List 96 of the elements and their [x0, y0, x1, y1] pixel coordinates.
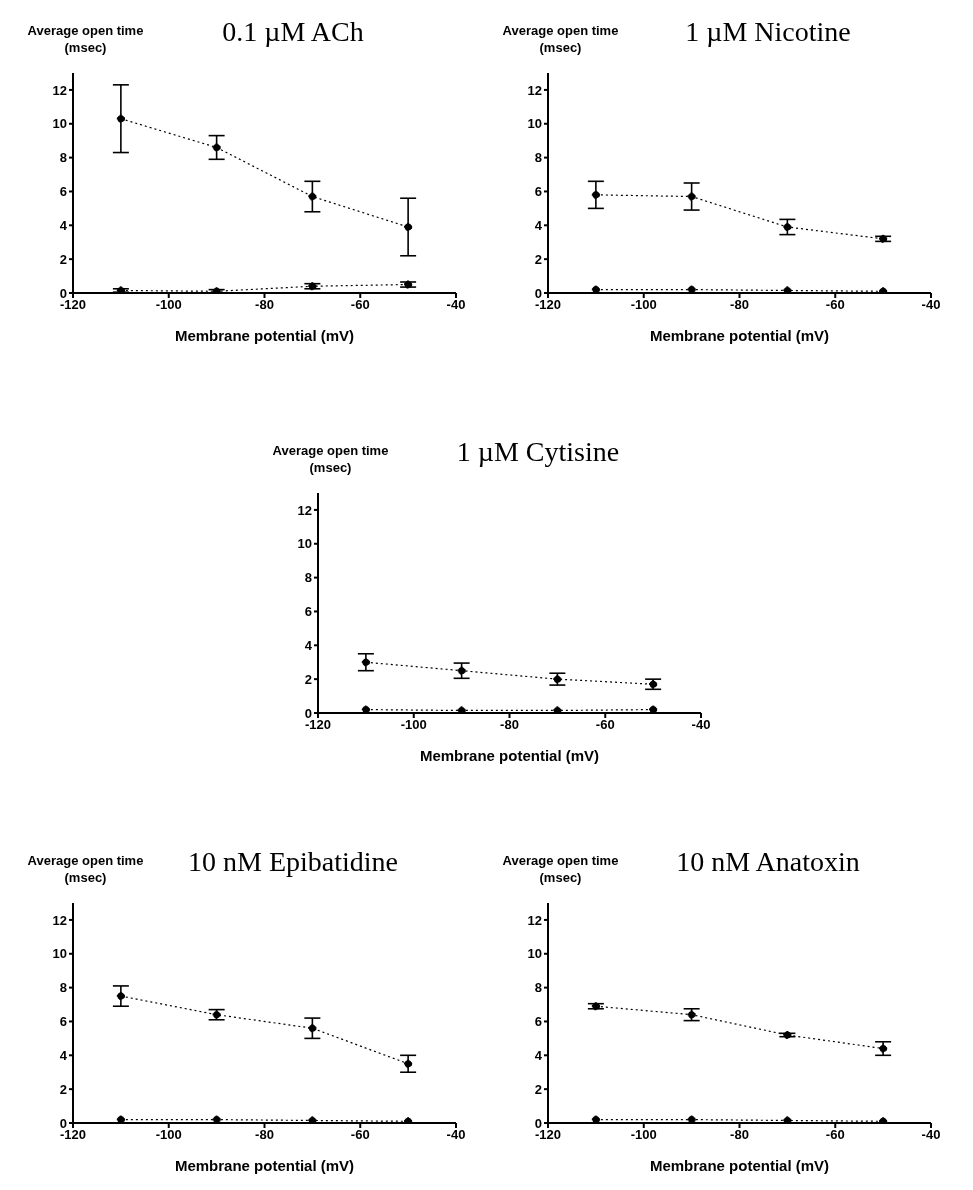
- point: [687, 1115, 696, 1123]
- y-tick-label: 2: [59, 1081, 67, 1097]
- x-tick-label: -40: [921, 297, 941, 313]
- y-tick-label: 12: [297, 502, 312, 518]
- x-axis-title: Membrane potential (mV): [419, 747, 600, 764]
- x-tick-label: -60: [825, 1127, 845, 1143]
- point: [212, 143, 221, 152]
- y-tick-label: 12: [52, 912, 67, 928]
- y-tick-label: 8: [304, 570, 312, 586]
- y-axis-title: Average open time (msec): [26, 852, 145, 886]
- y-tick-label: 8: [534, 980, 542, 996]
- y-tick-label: 12: [527, 82, 542, 98]
- point: [404, 280, 413, 289]
- y-tick-label: 12: [527, 912, 542, 928]
- x-axis-title: Membrane potential (mV): [174, 327, 355, 344]
- x-tick-label: -60: [350, 1127, 370, 1143]
- x-tick-label: -80: [255, 297, 274, 313]
- x-tick-label: -80: [730, 1127, 749, 1143]
- x-tick-label: -100: [155, 1127, 182, 1143]
- x-tick-label: -80: [730, 297, 749, 313]
- y-tick-label: 2: [59, 251, 67, 267]
- x-axis-title: Membrane potential (mV): [649, 1157, 830, 1174]
- point: [116, 114, 125, 123]
- point: [457, 706, 466, 713]
- x-tick-label: -80: [255, 1127, 274, 1143]
- point: [783, 1116, 792, 1123]
- chart-title: 1 µM Cytisine: [455, 436, 621, 468]
- x-tick-label: -40: [691, 717, 711, 733]
- y-tick-label: 8: [59, 150, 67, 166]
- point: [116, 991, 125, 1001]
- point: [879, 1044, 888, 1053]
- y-tick-label: 12: [52, 82, 67, 98]
- y-tick-label: 2: [304, 671, 312, 687]
- x-tick-label: -100: [630, 1127, 657, 1143]
- x-axis-title: Membrane potential (mV): [649, 327, 830, 344]
- y-axis-title: Average open time (msec): [501, 22, 620, 56]
- y-tick-label: 6: [534, 184, 542, 200]
- y-tick-label: 2: [534, 1081, 542, 1097]
- y-tick-label: 10: [527, 116, 542, 132]
- point: [649, 705, 658, 713]
- y-tick-label: 2: [534, 251, 542, 267]
- point: [404, 222, 413, 232]
- point: [116, 1115, 125, 1123]
- point: [783, 286, 792, 293]
- y-axis-title: Average open time (msec): [26, 22, 145, 56]
- chart-title: 1 µM Nicotine: [684, 16, 852, 48]
- point: [687, 285, 696, 293]
- point: [404, 1059, 413, 1068]
- point: [361, 705, 370, 713]
- x-tick-label: -100: [630, 297, 657, 313]
- y-tick-label: 4: [59, 217, 68, 233]
- chart-title: 10 nM Anatoxin: [675, 846, 861, 878]
- y-tick-label: 4: [534, 1047, 543, 1063]
- point: [591, 1002, 600, 1011]
- point: [553, 706, 562, 713]
- point: [308, 1116, 317, 1123]
- point: [591, 1115, 600, 1123]
- point: [879, 234, 888, 243]
- x-axis-title: Membrane potential (mV): [174, 1157, 355, 1174]
- y-tick-label: 10: [52, 116, 67, 132]
- y-tick-label: 8: [59, 980, 67, 996]
- y-tick-label: 6: [304, 604, 312, 620]
- y-tick-label: 4: [534, 217, 543, 233]
- point: [591, 285, 600, 293]
- x-tick-label: -100: [400, 717, 427, 733]
- point: [591, 190, 600, 199]
- x-tick-label: -60: [350, 297, 370, 313]
- x-tick-label: -40: [921, 1127, 941, 1143]
- x-tick-label: -60: [825, 297, 845, 313]
- x-tick-label: -40: [446, 1127, 466, 1143]
- y-tick-label: 10: [297, 536, 312, 552]
- point: [116, 286, 125, 293]
- point: [361, 658, 370, 667]
- y-axis-title: Average open time (msec): [501, 852, 620, 886]
- point: [783, 222, 792, 232]
- x-tick-label: -100: [155, 297, 182, 313]
- point: [308, 1024, 317, 1033]
- point: [687, 192, 696, 201]
- y-tick-label: 6: [59, 1014, 67, 1030]
- y-tick-label: 10: [52, 946, 67, 962]
- point: [212, 1115, 221, 1123]
- point: [649, 680, 658, 689]
- x-tick-label: -40: [446, 297, 466, 313]
- x-tick-label: -60: [595, 717, 615, 733]
- x-tick-label: -80: [500, 717, 519, 733]
- point: [308, 192, 317, 201]
- y-axis-title: Average open time (msec): [271, 442, 390, 476]
- y-tick-label: 6: [59, 184, 67, 200]
- y-tick-label: 4: [304, 637, 313, 653]
- y-tick-label: 10: [527, 946, 542, 962]
- y-tick-label: 6: [534, 1014, 542, 1030]
- y-tick-label: 4: [59, 1047, 68, 1063]
- chart-title: 0.1 µM ACh: [221, 16, 365, 48]
- chart-title: 10 nM Epibatidine: [187, 846, 399, 878]
- y-tick-label: 8: [534, 150, 542, 166]
- point: [457, 666, 466, 675]
